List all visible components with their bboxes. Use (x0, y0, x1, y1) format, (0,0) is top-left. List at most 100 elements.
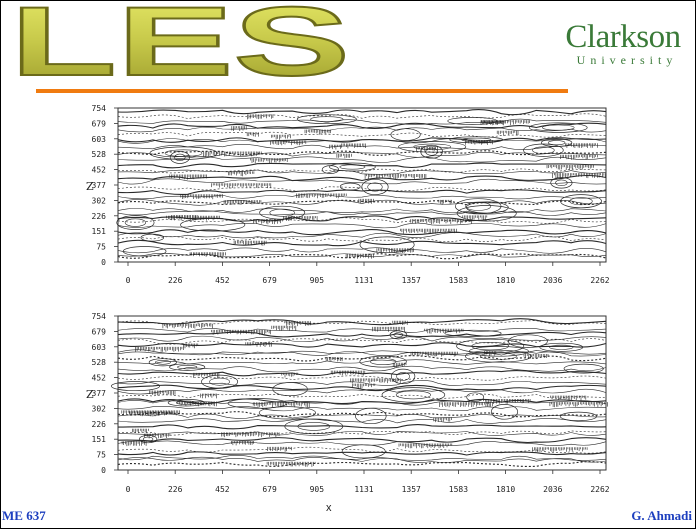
contour-line (117, 320, 607, 325)
contour-line (117, 451, 607, 456)
contour-line (117, 113, 607, 119)
hatch-band (166, 215, 220, 221)
contour-line (117, 328, 607, 333)
hatch-band (231, 441, 254, 446)
x-tick-label: 1357 (402, 485, 421, 494)
hatch-band (352, 383, 376, 389)
y-tick-label: 377 (92, 389, 107, 398)
contour-line (117, 156, 607, 163)
y-tick-label: 151 (92, 227, 107, 236)
contour-eddy (540, 138, 573, 147)
hatch-band (252, 402, 310, 408)
hatch-band (180, 194, 223, 200)
contour-line (117, 222, 607, 229)
hatch-band (271, 134, 291, 140)
x-tick-label: 1810 (496, 485, 515, 494)
contour-eddy (164, 149, 203, 157)
y-tick-label: 302 (92, 404, 107, 413)
y-tick-label: 377 (92, 181, 107, 190)
slide-title: LES (9, 0, 351, 80)
contour-eddy (393, 332, 404, 338)
plot-area (117, 315, 607, 471)
contour-eddy (339, 182, 361, 191)
contour-line (117, 318, 607, 326)
hatch-band (392, 362, 407, 368)
contour-eddy (396, 372, 410, 381)
contour-eddy (209, 377, 230, 386)
contour-eddy (296, 114, 357, 125)
contour-line (117, 380, 607, 386)
hatch-band (177, 401, 217, 407)
hatch-band (247, 114, 274, 120)
contour-eddy (370, 358, 397, 365)
contour-line (117, 193, 607, 200)
contour-line (117, 375, 607, 381)
y-tick-label: 226 (92, 212, 107, 221)
hatch-band (358, 198, 374, 204)
hatch-band (364, 174, 427, 179)
contour-line (117, 413, 607, 419)
contour-line (117, 168, 607, 174)
contour-eddy (321, 165, 339, 174)
x-tick-label: 2262 (590, 485, 609, 494)
x-tick-label: 2262 (590, 276, 609, 285)
x-tick-label: 905 (310, 485, 325, 494)
contour-line (117, 189, 607, 196)
x-tick-label: 226 (168, 485, 183, 494)
contour-line (117, 239, 607, 247)
contour-eddy (569, 197, 593, 206)
contour-eddy (466, 392, 485, 402)
contour-line (117, 370, 607, 377)
contour-eddy (539, 342, 584, 352)
x-tick-label: 0 (126, 276, 131, 285)
contour-eddy (420, 144, 443, 159)
contour-line (117, 351, 607, 357)
y-axis-label: Z (86, 388, 94, 401)
contour-line (117, 247, 607, 254)
hatch-band (169, 174, 207, 180)
contour-eddy (149, 146, 218, 160)
contour-eddy (542, 124, 575, 131)
x-tick-label: 1357 (402, 276, 421, 285)
hatch-band (267, 446, 292, 452)
x-tick-label: 2036 (543, 485, 562, 494)
contour-line (117, 455, 607, 461)
contour-line (117, 349, 607, 355)
contour-line (117, 331, 607, 338)
contour-line (117, 388, 607, 395)
y-tick-label: 603 (92, 135, 107, 144)
contour-eddy (523, 143, 564, 157)
contour-line (117, 118, 607, 126)
hatch-band (484, 351, 497, 357)
contour-eddy (122, 246, 167, 257)
contour-line (117, 400, 607, 406)
y-tick-label: 452 (92, 374, 107, 383)
contour-eddy (124, 218, 146, 227)
y-tick-label: 302 (92, 196, 107, 205)
hatch-band (433, 417, 452, 423)
logo-name: Clarkson (565, 19, 681, 55)
contour-eddy (138, 435, 158, 444)
contour-eddy (550, 177, 573, 189)
hatched-regions (121, 320, 608, 467)
contour-eddy (355, 407, 387, 425)
title-rule (36, 89, 568, 93)
contour-eddy (269, 208, 295, 217)
hatch-band (121, 410, 180, 416)
contour-line (117, 335, 607, 343)
x-tick-label: 1810 (496, 276, 515, 285)
contour-line (117, 355, 607, 362)
contour-eddy (284, 418, 344, 435)
hatch-band (284, 321, 311, 327)
x-tick-label: 679 (262, 485, 277, 494)
x-tick-label: 1583 (449, 276, 468, 285)
contour-eddy (547, 140, 566, 146)
contour-line (117, 210, 607, 216)
contour-eddy (559, 411, 597, 422)
contour-eddy (359, 355, 407, 368)
hatch-band (376, 248, 414, 254)
hatch-band (245, 342, 272, 347)
contour-line (117, 144, 607, 151)
title-text: LES (10, 0, 350, 80)
hatch-band (211, 329, 271, 335)
